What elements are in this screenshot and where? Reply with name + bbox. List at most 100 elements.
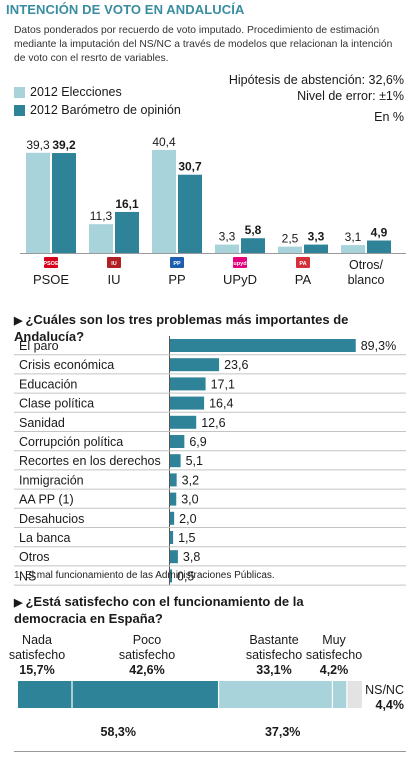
problem-bar: [170, 473, 177, 487]
problem-label: Recortes en los derechos: [19, 454, 161, 468]
bar-psoe-s2: [52, 153, 76, 253]
problem-value: 23,6: [224, 358, 248, 372]
data-label: 39,2: [52, 138, 76, 152]
segment-name: satisfecho: [306, 648, 362, 662]
problem-bar: [170, 550, 178, 564]
problem-value: 89,3%: [361, 339, 396, 353]
problem-value: 2,0: [179, 512, 196, 526]
problem-bar: [170, 435, 185, 448]
bar-iu-s1: [89, 224, 113, 253]
category-label: Otros/: [349, 258, 384, 272]
segment-poco-satisfecho: [72, 681, 219, 708]
segment-value: 4,4%: [376, 698, 405, 712]
bar-pa-s1: [278, 246, 302, 253]
legend-item-barometro: 2012 Barómetro de opinión: [14, 103, 181, 117]
data-label: 2,5: [282, 232, 299, 246]
problem-bar: [170, 454, 181, 468]
data-label: 11,3: [90, 209, 113, 223]
problem-label: Crisis económica: [19, 358, 114, 372]
problem-bar: [170, 492, 177, 506]
data-label: 3,3: [308, 230, 325, 244]
problem-bar: [170, 511, 175, 525]
legend-label: 2012 Barómetro de opinión: [30, 103, 181, 117]
problem-bar: [170, 415, 197, 429]
data-label: 16,1: [115, 197, 139, 211]
problem-value: 3,2: [182, 473, 199, 487]
data-label: 39,3: [26, 138, 50, 152]
segment-name: satisfecho: [246, 648, 302, 662]
bar-pp-s2: [178, 174, 202, 253]
data-label: 40,4: [152, 135, 176, 149]
problem-value: 3,8: [183, 550, 200, 564]
problem-bar: [170, 396, 205, 410]
problem-label: Desahucios: [19, 512, 84, 526]
segment-name: satisfecho: [119, 648, 175, 662]
democracy-title: ¿Está satisfecho con el funcionamiento d…: [14, 594, 304, 626]
party-logo-text: PA: [299, 261, 306, 267]
problem-bar: [170, 358, 220, 372]
segment-name: Bastante: [249, 633, 298, 647]
problem-label: AA PP (1): [19, 493, 74, 507]
problem-label: Sanidad: [19, 416, 65, 430]
problem-bar: [170, 531, 174, 544]
abstention-note: Hipótesis de abstención: 32,6%: [228, 73, 404, 87]
problem-value: 3,0: [181, 493, 198, 507]
party-logo-text: PSOE: [43, 261, 59, 267]
party-logo-text: upyd: [233, 261, 246, 267]
segment-bastante-satisfecho: [218, 681, 333, 708]
data-label: 3,1: [345, 230, 362, 244]
segment-value: 15,7%: [19, 663, 54, 677]
problem-value: 12,6: [201, 416, 225, 430]
category-label: PSOE: [33, 272, 69, 287]
party-logo-icon: [170, 257, 184, 268]
triangle-icon: ▶: [14, 597, 23, 609]
data-label: 3,3: [219, 230, 236, 244]
segment-name: Muy: [322, 633, 346, 647]
category-label: blanco: [348, 273, 385, 287]
problem-value: 0,5: [177, 569, 194, 583]
total-value: 58,3%: [101, 725, 136, 739]
problem-label: El paro: [19, 339, 59, 353]
problem-bar: [170, 569, 172, 583]
segment-nada-satisfecho: [18, 681, 73, 708]
problem-label: NS: [19, 569, 36, 583]
party-logo-text: PP: [173, 261, 181, 267]
legend-swatch-dark: [14, 104, 25, 116]
problem-label: La banca: [19, 531, 70, 545]
problems-title: ¿Cuáles son los tres problemas más impor…: [14, 312, 349, 344]
category-label: PP: [168, 272, 185, 287]
legend-swatch-light: [14, 86, 25, 98]
problem-value: 6,9: [189, 435, 206, 449]
unit-note: En %: [374, 110, 404, 124]
bar-pa-s2: [304, 244, 328, 253]
bar-upyd-s2: [241, 238, 265, 253]
segment-name: satisfecho: [9, 648, 65, 662]
problem-label: Otros: [19, 550, 50, 564]
problem-label: Educación: [19, 377, 77, 391]
problem-value: 16,4: [209, 397, 233, 411]
data-label: 30,7: [178, 160, 202, 174]
data-label: 5,8: [245, 223, 262, 237]
data-label: 4,9: [371, 226, 388, 240]
problem-label: Clase política: [19, 397, 94, 411]
segment-value: 4,2%: [320, 663, 349, 677]
bar-otros-s2: [367, 240, 391, 253]
category-label: IU: [108, 272, 121, 287]
problem-label: Inmigración: [19, 473, 84, 487]
legend-label: 2012 Elecciones: [30, 85, 122, 99]
segment-name: NS/NC: [365, 683, 404, 697]
segment-ns-nc: [346, 681, 362, 708]
error-note: Nivel de error: ±1%: [297, 89, 404, 103]
page-title: INTENCIÓN DE VOTO EN ANDALUCÍA: [6, 2, 245, 17]
footnote: 1. El mal funcionamiento de las Administ…: [14, 570, 275, 581]
legend-item-elecciones: 2012 Elecciones: [14, 85, 122, 99]
segment-name: Nada: [22, 633, 52, 647]
segment-muy-satisfecho: [332, 681, 347, 708]
category-label: UPyD: [223, 272, 257, 287]
segment-value: 42,6%: [129, 663, 164, 677]
total-value: 37,3%: [265, 725, 300, 739]
party-logo-icon: [107, 257, 121, 268]
segment-value: 33,1%: [256, 663, 291, 677]
bar-upyd-s1: [215, 244, 239, 253]
